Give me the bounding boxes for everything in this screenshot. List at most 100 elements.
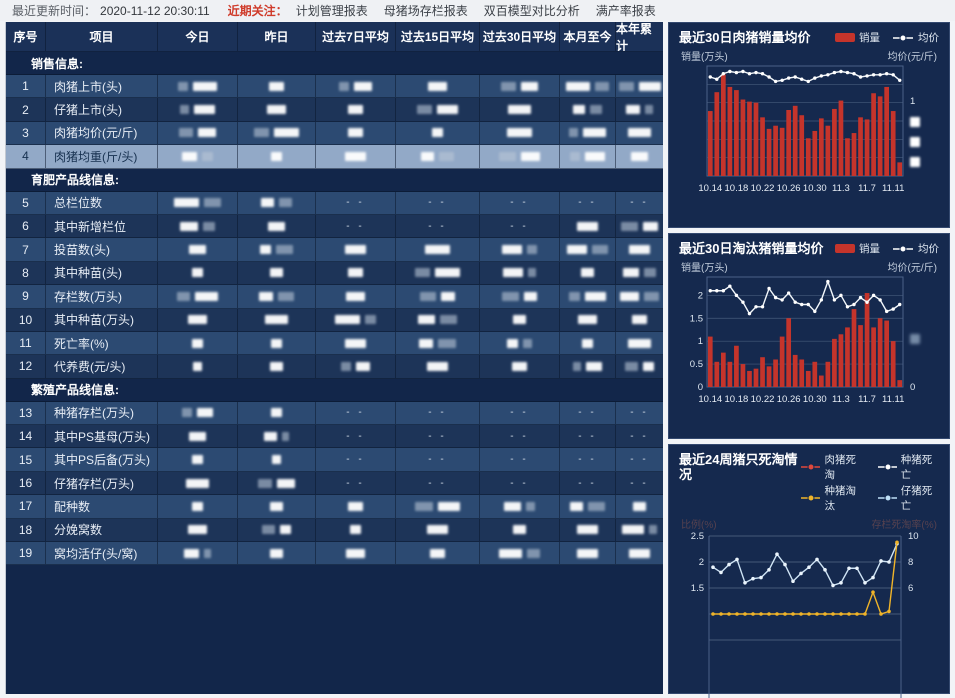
value-cell — [158, 214, 238, 239]
table-row-14[interactable]: 14 其中PS基母(万头) - -- -- -- -- - — [6, 425, 663, 449]
row-number: 16 — [6, 471, 46, 496]
table-row-11[interactable]: 11 死亡率(%) — [6, 331, 663, 356]
value-cell — [616, 75, 663, 99]
pig-sales-plot: 10.14 10.18 10.22 10.26 10.30 11.3 11.7 11.11 1 — [679, 60, 939, 206]
svg-text:11.3: 11.3 — [832, 183, 850, 194]
report-table: 序号 项目 今日 昨日 过去7日平均 过去15日平均 过去30日平均 本月至今 本年累计 销售信… — [5, 22, 663, 694]
value-cell — [158, 308, 238, 332]
update-time-label: 最近更新时间： — [12, 4, 97, 18]
value-cell — [616, 262, 663, 286]
value-cell — [316, 308, 396, 332]
value-cell — [560, 285, 616, 309]
bar-swatch-icon — [835, 33, 855, 42]
value-cell: - - — [480, 425, 560, 449]
value-cell — [396, 518, 480, 543]
focus-link-0[interactable]: 计划管理报表 — [295, 4, 368, 18]
table-row-16[interactable]: 16 仔猪存栏(万头) - -- -- -- -- - — [6, 471, 663, 496]
row-number: 15 — [6, 448, 46, 472]
value-cell — [316, 495, 396, 519]
value-cell — [238, 471, 316, 496]
legend-item-仔猪死亡[interactable]: 仔猪死亡 — [877, 483, 939, 513]
value-cell — [480, 331, 560, 356]
table-row-13[interactable]: 13 种猪存栏(万头) - -- -- -- -- - — [6, 401, 663, 426]
table-row-7[interactable]: 7 投苗数(头) — [6, 238, 663, 262]
legend-item-种猪死亡[interactable]: 种猪死亡 — [877, 452, 939, 482]
value-cell — [238, 518, 316, 543]
series-line-种猪淘汰 — [713, 542, 898, 615]
column-header-3: 昨日 — [238, 22, 316, 52]
value-cell — [238, 495, 316, 519]
table-row-2[interactable]: 2 仔猪上市(头) — [6, 98, 663, 122]
value-cell — [396, 542, 480, 566]
row-label: 仔猪存栏(万头) — [46, 471, 158, 496]
table-row-8[interactable]: 8 其中种苗(头) — [6, 261, 663, 286]
line-dot-swatch-icon — [801, 463, 821, 471]
legend-item-种猪淘汰[interactable]: 种猪淘汰 — [800, 483, 862, 513]
value-cell: - - — [396, 471, 480, 496]
value-cell: - - — [396, 425, 480, 449]
value-cell — [616, 355, 663, 379]
legend-item-销量[interactable]: 销量 — [835, 241, 880, 256]
column-header-7: 本月至今 — [560, 22, 616, 52]
focus-link-3[interactable]: 满产率报表 — [595, 4, 656, 18]
y-axis-right-label: 均价(元/斤) — [887, 263, 937, 274]
legend-item-均价[interactable]: 均价 — [892, 30, 939, 45]
value-cell — [616, 238, 663, 262]
value-cell: - - — [316, 471, 396, 496]
value-cell — [238, 191, 316, 215]
table-row-6[interactable]: 6 其中新增栏位 - -- -- - — [6, 214, 663, 239]
value-cell — [480, 238, 560, 262]
focus-links: 计划管理报表 母猪场存栏报表 双百模型对比分析 满产率报表 — [296, 2, 672, 19]
svg-text:10.14: 10.14 — [698, 183, 722, 194]
value-cell — [396, 98, 480, 122]
svg-text:10.26: 10.26 — [777, 394, 801, 405]
svg-text:10: 10 — [908, 531, 919, 542]
row-number: 18 — [6, 518, 46, 543]
value-cell — [560, 542, 616, 566]
row-number: 11 — [6, 331, 46, 356]
chart-legend: 销量 均价 — [835, 241, 939, 256]
value-cell: - - — [616, 425, 663, 449]
table-row-3[interactable]: 3 肉猪均价(元/斤) — [6, 121, 663, 146]
value-cell — [158, 331, 238, 356]
value-cell: - - — [316, 401, 396, 426]
row-label: 配种数 — [46, 495, 158, 519]
svg-text:0: 0 — [910, 382, 915, 393]
value-cell — [158, 75, 238, 99]
legend-item-均价[interactable]: 均价 — [892, 241, 939, 256]
value-cell — [238, 331, 316, 356]
svg-text:2.5: 2.5 — [691, 531, 704, 542]
legend-label: 种猪淘汰 — [824, 485, 856, 512]
focus-link-2[interactable]: 双百模型对比分析 — [483, 4, 580, 18]
table-row-18[interactable]: 18 分娩窝数 — [6, 518, 663, 543]
table-row-19[interactable]: 19 窝均活仔(头/窝) — [6, 542, 663, 566]
value-cell: - - — [396, 214, 480, 239]
row-number: 2 — [6, 98, 46, 122]
main-content: 序号 项目 今日 昨日 过去7日平均 过去15日平均 过去30日平均 本月至今 本年累计 销售信… — [0, 21, 955, 698]
table-row-17[interactable]: 17 配种数 — [6, 495, 663, 519]
svg-text:2: 2 — [698, 290, 703, 301]
chart-legend: 肉猪死淘 种猪死亡 种猪淘汰 仔猪死亡 — [800, 452, 939, 513]
value-cell — [560, 355, 616, 379]
chart-canvas: 10.14 10.18 10.22 10.26 10.30 11.3 11.7 11.11 1 — [698, 65, 920, 194]
value-cell — [560, 331, 616, 356]
table-row-9[interactable]: 9 存栏数(万头) — [6, 285, 663, 309]
value-cell — [560, 518, 616, 543]
value-cell — [238, 308, 316, 332]
table-row-10[interactable]: 10 其中种苗(万头) — [6, 308, 663, 332]
value-cell — [158, 238, 238, 262]
table-row-15[interactable]: 15 其中PS后备(万头) - -- -- -- -- - — [6, 448, 663, 472]
chart-axis-labels: 比例(%) 存栏死淘率(%) — [679, 516, 939, 531]
row-number: 5 — [6, 191, 46, 215]
table-row-4[interactable]: 4 肉猪均重(斤/头) — [6, 145, 663, 169]
legend-item-销量[interactable]: 销量 — [835, 30, 880, 45]
update-time-value: 2020-11-12 20:30:11 — [100, 3, 210, 18]
legend-item-肉猪死淘[interactable]: 肉猪死淘 — [800, 452, 862, 482]
chart-panel-cull-sales: 最近30日淘汰猪销量均价 销量 均价 销量(万头) 均价(元/斤) 10.14 10… — [668, 233, 950, 439]
table-row-1[interactable]: 1 肉猪上市(头) — [6, 75, 663, 99]
table-row-5[interactable]: 5 总栏位数 - -- -- -- -- - — [6, 191, 663, 215]
row-number: 9 — [6, 285, 46, 309]
value-cell — [560, 238, 616, 262]
table-row-12[interactable]: 12 代养费(元/头) — [6, 355, 663, 379]
focus-link-1[interactable]: 母猪场存栏报表 — [383, 4, 468, 18]
